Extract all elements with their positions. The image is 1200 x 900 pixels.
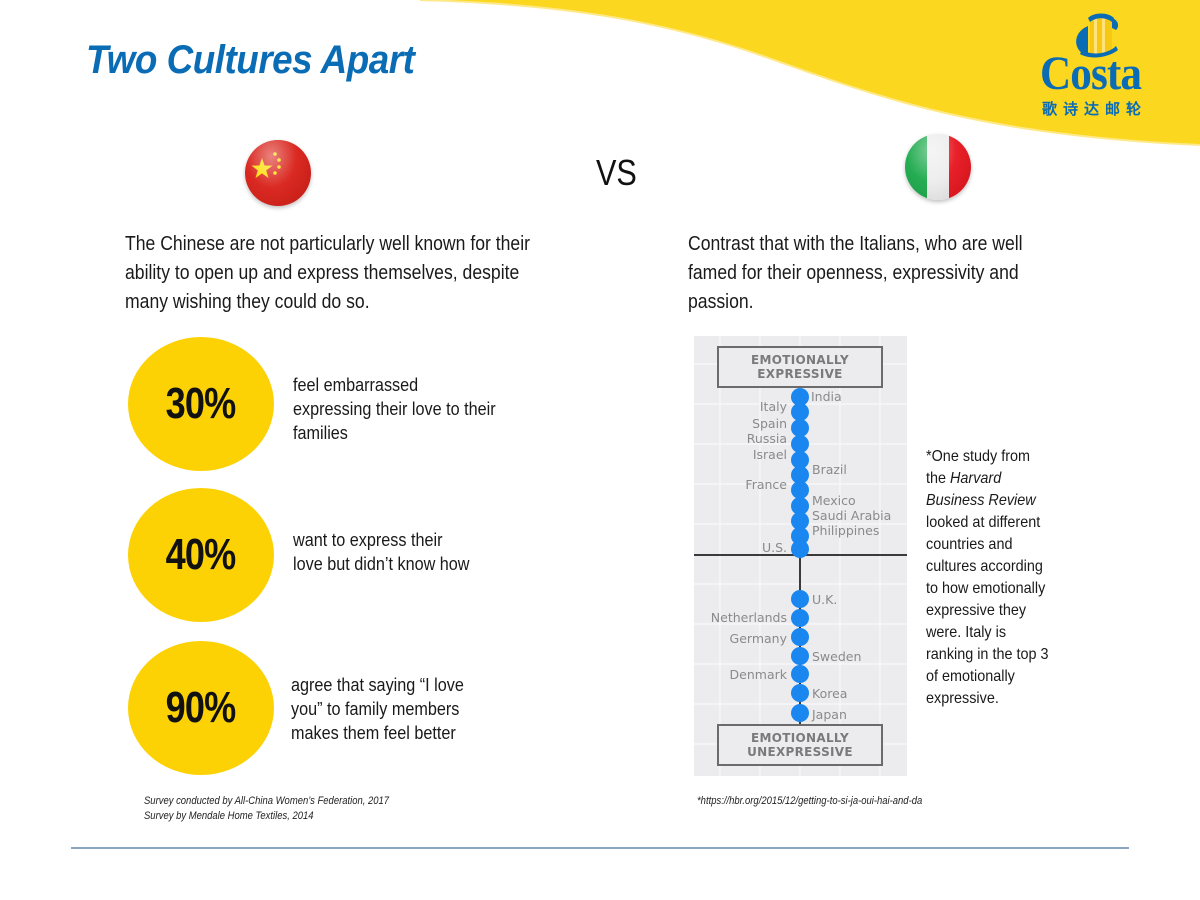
chart-label: Sweden xyxy=(812,649,862,664)
data-point-italy xyxy=(791,403,809,421)
data-point-france xyxy=(791,481,809,499)
slide-title: Two Cultures Apart xyxy=(86,38,415,82)
chart-label: Israel xyxy=(752,447,787,462)
expressive-label-line1: EMOTIONALLY xyxy=(751,353,849,367)
data-point-saudi-arabia xyxy=(791,512,809,530)
data-point-us xyxy=(791,540,809,558)
data-point-germany xyxy=(791,628,809,646)
chart-label: Japan xyxy=(812,707,847,722)
hbr-source-link[interactable]: *https://hbr.org/2015/12/getting-to-si-j… xyxy=(697,795,923,807)
chart-label: Saudi Arabia xyxy=(812,508,892,523)
data-point-japan xyxy=(791,704,809,722)
expressive-label-line2: EXPRESSIVE xyxy=(757,367,843,381)
data-point-brazil xyxy=(791,466,809,484)
chart-label: Italy xyxy=(759,399,787,414)
china-intro-text: The Chinese are not particularly well kn… xyxy=(125,233,530,313)
chart-label: Netherlands xyxy=(710,610,787,625)
data-point-netherlands xyxy=(791,609,809,627)
stat-circle: 30% xyxy=(128,337,274,471)
unexpressive-label-line1: EMOTIONALLY xyxy=(751,731,849,745)
chart-label: Korea xyxy=(812,686,848,701)
data-point-mexico xyxy=(791,497,809,515)
header-swoosh-decoration xyxy=(419,0,1200,146)
data-point-spain xyxy=(791,419,809,437)
china-flag-icon xyxy=(245,140,311,206)
unexpressive-label-line2: UNEXPRESSIVE xyxy=(747,745,853,759)
note-text: *One study from the xyxy=(926,448,1031,487)
hbr-study-note: *One study from the Harvard Business Rev… xyxy=(926,446,1052,710)
note-publication: Harvard Business Review xyxy=(926,470,1036,509)
costa-logo: Costa 歌诗达邮轮 xyxy=(1030,12,1180,118)
data-point-israel xyxy=(791,451,809,469)
unexpressive-label-box: EMOTIONALLY UNEXPRESSIVE xyxy=(717,724,883,766)
data-point-russia xyxy=(791,435,809,453)
logo-chinese-wordmark: 歌诗达邮轮 xyxy=(1042,100,1148,118)
stat-value: 90% xyxy=(166,683,237,732)
chart-label: India xyxy=(811,389,842,404)
chart-label: France xyxy=(745,477,787,492)
data-point-korea xyxy=(791,684,809,702)
data-point-india xyxy=(791,388,809,406)
chart-label: Denmark xyxy=(729,667,787,682)
chart-label: Mexico xyxy=(812,493,856,508)
emotional-expressiveness-chart: EMOTIONALLY EXPRESSIVE India Italy Spain… xyxy=(694,336,907,776)
chart-label: Spain xyxy=(752,416,787,431)
stat-circle: 40% xyxy=(128,488,274,622)
source-line: Survey conducted by All-China Women’s Fe… xyxy=(144,795,390,807)
note-text: looked at different countries and cultur… xyxy=(926,514,1049,707)
versus-label: VS xyxy=(596,152,637,193)
chart-label: Brazil xyxy=(812,462,847,477)
data-point-sweden xyxy=(791,647,809,665)
data-point-uk xyxy=(791,590,809,608)
source-line: Survey by Mendale Home Textiles, 2014 xyxy=(144,810,314,822)
chart-label: U.S. xyxy=(761,540,787,555)
chart-label: U.K. xyxy=(812,592,838,607)
chart-label: Russia xyxy=(746,431,787,446)
stat-description: agree that saying “I love you” to family… xyxy=(291,675,464,743)
italy-flag-icon xyxy=(905,134,971,200)
stat-description: feel embarrassed expressing their love t… xyxy=(293,375,496,443)
stat-circle: 90% xyxy=(128,641,274,775)
stat-value: 40% xyxy=(166,530,237,579)
ship-funnel-icon xyxy=(1076,13,1119,58)
italy-intro-text: Contrast that with the Italians, who are… xyxy=(688,233,1023,313)
china-sources: Survey conducted by All-China Women’s Fe… xyxy=(144,794,389,824)
footer-divider xyxy=(71,847,1129,849)
chart-label: Germany xyxy=(729,631,787,646)
stat-description: want to express their love but didn’t kn… xyxy=(293,530,470,574)
stat-value: 30% xyxy=(166,379,237,428)
data-point-denmark xyxy=(791,665,809,683)
chart-label: Philippines xyxy=(812,523,880,538)
expressive-label-box: EMOTIONALLY EXPRESSIVE xyxy=(717,346,883,388)
logo-wordmark: Costa xyxy=(1040,47,1142,100)
